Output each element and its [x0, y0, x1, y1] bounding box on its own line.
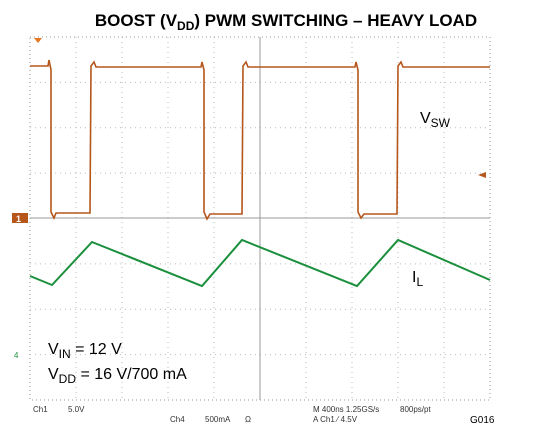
vdd-main: V [48, 366, 59, 383]
footer-figure: G016 [470, 415, 495, 426]
il-sub: L [416, 275, 423, 289]
vsw-main: V [420, 110, 431, 127]
il-main: I [412, 269, 416, 286]
vin-label: VIN = 12 V [48, 341, 122, 361]
il-label: IL [412, 269, 423, 289]
title: BOOST (VDD) PWM SWITCHING – HEAVY LOAD [95, 11, 477, 33]
level-marker [478, 172, 486, 178]
il-trace [29, 238, 491, 288]
grid [29, 36, 491, 401]
vdd-label: VDD = 16 V/700 mA [48, 366, 187, 386]
footer-ch4: Ch4 [170, 415, 185, 424]
trigger-marker [34, 38, 42, 43]
vdd-sub: DD [59, 372, 77, 386]
footer-resolution: 800ps/pt [400, 405, 431, 414]
vin-main: V [48, 341, 59, 358]
footer-ch1-scale: 5.0V [68, 405, 85, 414]
footer-timebase: M 400ns 1.25GS/s [313, 405, 379, 414]
footer-ch4-scale: 500mA [205, 415, 231, 424]
title-rest: ) PWM SWITCHING – HEAVY LOAD [194, 11, 477, 30]
ch4-marker-label: 4 [14, 351, 19, 360]
footer-ch4-unit: Ω [245, 415, 251, 424]
vsw-sub: SW [431, 116, 451, 130]
ch1-marker-label: 1 [16, 214, 21, 224]
vsw-trace [30, 59, 490, 221]
vin-rest: = 12 V [71, 341, 122, 358]
ch1-marker [12, 213, 28, 223]
vsw-label: VSW [420, 110, 451, 130]
footer-ch1: Ch1 [33, 405, 48, 414]
title-sub: DD [177, 19, 195, 33]
vdd-rest: = 16 V/700 mA [76, 366, 187, 383]
footer-trigger: A Ch1 ⁄ 4.5V [313, 415, 358, 424]
title-main: BOOST (V [95, 11, 178, 30]
vin-sub: IN [59, 347, 71, 361]
